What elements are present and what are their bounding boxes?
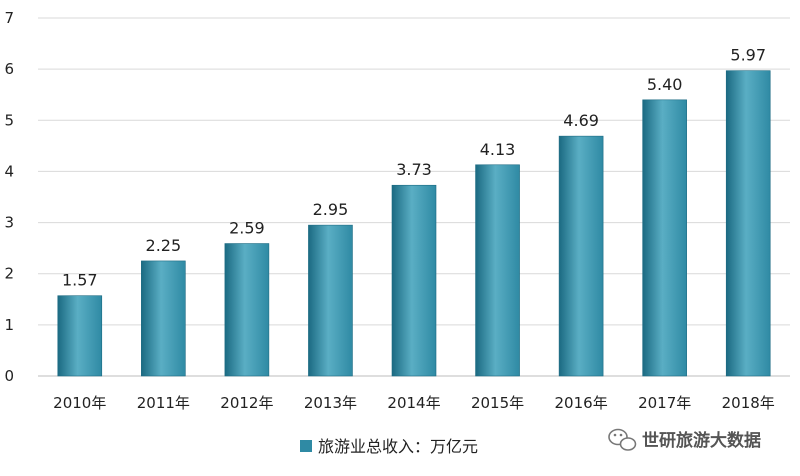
bars	[57, 70, 771, 377]
x-tick-label: 2014年	[387, 394, 440, 412]
bar-value-label: 5.97	[730, 46, 766, 65]
bar	[642, 99, 687, 377]
bar-value-label: 2.95	[313, 200, 349, 219]
y-tick-label: 0	[4, 367, 14, 385]
legend-label: 旅游业总收入：万亿元	[318, 437, 478, 456]
bar	[224, 243, 270, 377]
watermark-text: 世研旅游大数据	[642, 430, 761, 451]
bar	[391, 184, 437, 377]
bar	[725, 70, 771, 377]
bar	[475, 164, 520, 377]
data-labels: 1.57 2.25 2.59 2.95 3.73 4.13 4.69 5.40 5.97	[62, 46, 766, 290]
y-tick-label: 6	[4, 60, 14, 78]
x-tick-label: 2011年	[137, 394, 190, 412]
x-tick-label: 2013年	[304, 394, 357, 412]
y-tick-label: 7	[4, 9, 14, 27]
y-tick-label: 1	[4, 316, 14, 334]
bar	[558, 135, 604, 377]
bar-value-label: 4.13	[480, 140, 516, 159]
bar	[57, 295, 103, 377]
bar-value-label: 2.25	[146, 236, 182, 255]
x-tick-label: 2010年	[53, 394, 106, 412]
x-axis-ticks: 2010年 2011年 2012年 2013年 2014年 2015年 2016年 2017年…	[53, 394, 775, 412]
y-tick-label: 4	[4, 162, 14, 180]
y-tick-label: 5	[4, 111, 14, 129]
x-tick-label: 2018年	[722, 394, 775, 412]
y-axis-ticks: 0 1 2 3 4 5 6 7	[4, 9, 14, 385]
x-tick-label: 2017年	[638, 394, 691, 412]
y-tick-label: 3	[4, 214, 14, 232]
watermark: 世研旅游大数据	[608, 428, 761, 451]
x-tick-label: 2016年	[555, 394, 608, 412]
wechat-icon	[608, 428, 637, 451]
bar-value-label: 2.59	[229, 219, 265, 238]
bar-value-label: 1.57	[62, 271, 98, 290]
legend-swatch	[300, 440, 312, 452]
y-tick-label: 2	[4, 265, 14, 283]
x-tick-label: 2012年	[220, 394, 273, 412]
bar-value-label: 5.40	[647, 75, 683, 94]
bar	[308, 224, 353, 377]
bar-value-label: 4.69	[563, 111, 599, 130]
bar-value-label: 3.73	[396, 160, 432, 179]
x-tick-label: 2015年	[471, 394, 524, 412]
legend: 旅游业总收入：万亿元	[300, 437, 478, 456]
bar	[141, 260, 186, 377]
